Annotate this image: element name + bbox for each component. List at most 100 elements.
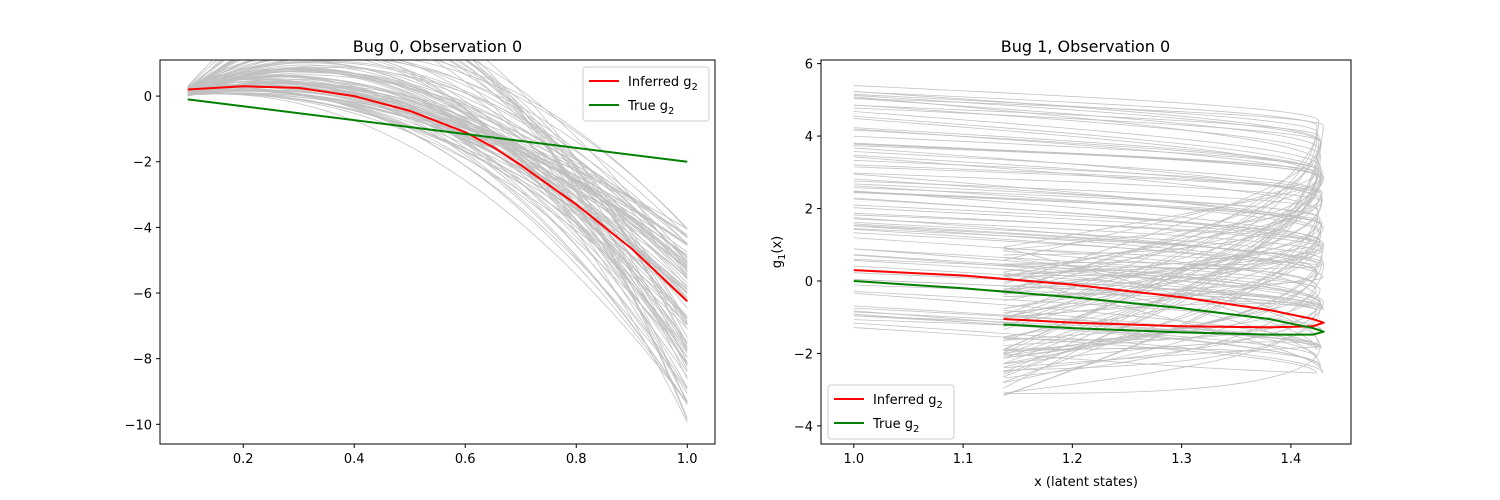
y-label-main: g <box>770 260 785 268</box>
x-tick-label: 1.0 <box>843 452 864 467</box>
y-tick-label: −10 <box>125 418 152 433</box>
sample-curve <box>853 154 1324 273</box>
x-tick-label: 0.6 <box>455 452 476 467</box>
y-tick-label: 4 <box>805 130 813 145</box>
sample-curve <box>853 207 1324 310</box>
legend: Inferred g2 True g2 <box>582 66 710 122</box>
sample-curve <box>853 272 1322 373</box>
sample-curve <box>853 212 1323 266</box>
sample-curve <box>853 192 1322 276</box>
plot-area <box>853 85 1325 397</box>
y-tick-label: −2 <box>794 347 813 362</box>
x-tick-label: 0.4 <box>344 452 365 467</box>
axes-frame <box>159 59 716 445</box>
sample-curve <box>853 183 1321 288</box>
sample-curve <box>187 60 688 263</box>
sample-curve <box>187 60 688 259</box>
y-label-subscript: 1 <box>777 254 788 260</box>
sample-curve <box>853 223 1319 266</box>
legend-label-subscript: 2 <box>691 82 697 93</box>
sample-curve <box>853 190 1324 359</box>
y-tick-label: 2 <box>805 203 813 218</box>
series-line-inferred <box>187 85 688 302</box>
sample-curve <box>853 311 1320 394</box>
sample-curve <box>853 327 1318 374</box>
sample-curve <box>853 151 1317 295</box>
sample-curve <box>853 129 1322 342</box>
sample-curve <box>187 84 688 235</box>
sample-curve <box>853 164 1323 283</box>
sample-curve <box>187 60 688 330</box>
x-axis-ticks: 1.0 1.1 1.2 1.3 1.4 <box>843 444 1301 467</box>
sample-curve <box>853 279 1317 371</box>
legend-label-true: True g2 <box>627 99 674 117</box>
legend-label-main: Inferred g <box>873 393 936 408</box>
sample-curve <box>187 68 688 364</box>
sample-curve <box>187 60 688 421</box>
series-line-inferred <box>853 269 1325 329</box>
sample-curve <box>853 191 1323 368</box>
sample-curve <box>187 60 688 238</box>
sample-curve <box>187 79 688 404</box>
sample-curve <box>187 69 688 324</box>
x-tick-label: 0.2 <box>233 452 254 467</box>
legend-label-main: True g <box>872 417 913 432</box>
sample-curve <box>187 60 688 419</box>
sample-curve <box>853 187 1318 290</box>
series-line-true <box>187 98 688 163</box>
sample-curve <box>853 228 1324 298</box>
sample-curve <box>187 66 688 347</box>
legend-label-inferred: Inferred g2 <box>873 393 943 411</box>
plot-area <box>187 60 688 423</box>
sample-curve <box>187 72 688 272</box>
sample-curve <box>187 61 688 366</box>
y-tick-label: −2 <box>133 156 152 171</box>
sample-curve <box>187 60 688 402</box>
sample-curve <box>853 260 1321 341</box>
sample-curve <box>187 82 688 364</box>
legend-label-main: True g <box>627 99 668 114</box>
sample-curve <box>187 60 688 350</box>
sample-curve <box>853 228 1324 379</box>
x-axis-ticks: 0.2 0.4 0.6 0.8 1.0 <box>233 444 698 467</box>
sample-curve <box>853 275 1324 374</box>
y-tick-label: −6 <box>133 287 152 302</box>
panel-bug-1: Bug 1, Observation 0 1.0 1.1 1.2 1.3 1.4 6 4 2… <box>770 37 1352 490</box>
sample-curve <box>853 172 1323 310</box>
x-tick-label: 1.1 <box>953 452 974 467</box>
legend-label-main: Inferred g <box>628 75 691 90</box>
sample-curve <box>187 93 688 404</box>
sample-curve <box>853 221 1323 384</box>
sample-curves <box>187 60 688 423</box>
sample-curve <box>853 217 1317 354</box>
sample-curve <box>187 89 688 246</box>
chart-title: Bug 1, Observation 0 <box>1001 37 1170 56</box>
sample-curve <box>853 145 1322 351</box>
sample-curve <box>853 85 1320 316</box>
sample-curve <box>187 60 688 273</box>
y-tick-label: 6 <box>805 58 813 73</box>
legend: Inferred g2 True g2 <box>827 384 955 440</box>
sample-curve <box>187 93 688 302</box>
chart-title: Bug 0, Observation 0 <box>353 37 522 56</box>
sample-curve <box>853 178 1324 356</box>
series-line-true <box>853 279 1325 336</box>
series-lines <box>853 269 1325 336</box>
x-tick-label: 1.0 <box>677 452 698 467</box>
sample-curve <box>187 86 688 319</box>
sample-curve <box>853 159 1323 396</box>
legend-label-subscript: 2 <box>668 106 674 117</box>
sample-curve <box>853 91 1318 320</box>
sample-curve <box>853 115 1324 326</box>
y-axis-label: g1(x) <box>770 236 788 268</box>
sample-curves <box>853 85 1325 397</box>
sample-curve <box>853 118 1317 296</box>
legend-label-true: True g2 <box>872 417 919 435</box>
sample-curve <box>853 142 1325 277</box>
sample-curve <box>853 232 1318 365</box>
legend-label-subscript: 2 <box>913 424 919 435</box>
axes-frame <box>820 59 1352 445</box>
sample-curve <box>853 315 1320 369</box>
x-axis-label: x (latent states) <box>1034 475 1138 490</box>
